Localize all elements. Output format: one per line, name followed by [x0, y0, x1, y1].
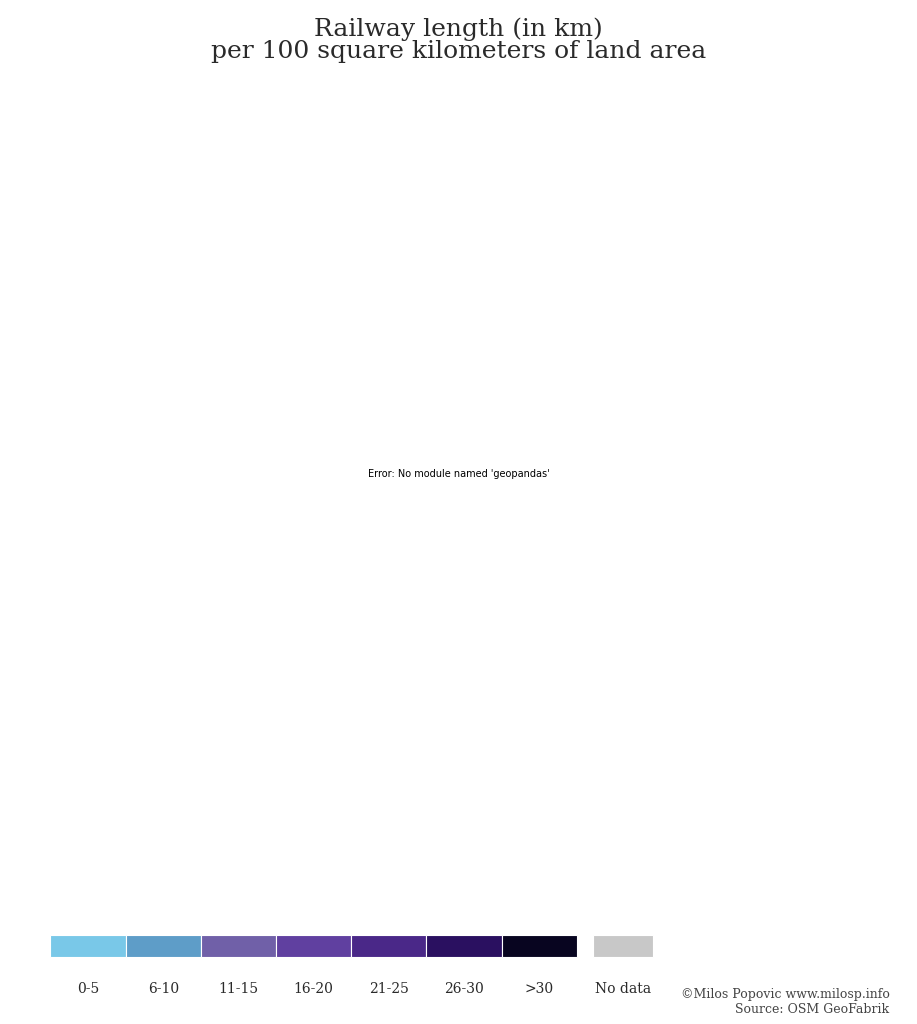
- Text: 0-5: 0-5: [77, 982, 99, 996]
- Text: 26-30: 26-30: [444, 982, 484, 996]
- Text: Railway length (in km): Railway length (in km): [315, 17, 602, 41]
- Text: 16-20: 16-20: [293, 982, 334, 996]
- Text: Error: No module named 'geopandas': Error: No module named 'geopandas': [368, 469, 549, 478]
- Text: 6-10: 6-10: [148, 982, 179, 996]
- Text: >30: >30: [525, 982, 554, 996]
- Text: 21-25: 21-25: [369, 982, 409, 996]
- Text: per 100 square kilometers of land area: per 100 square kilometers of land area: [211, 40, 706, 62]
- Text: 11-15: 11-15: [218, 982, 259, 996]
- Text: ©Milos Popovic www.milosp.info
Source: OSM GeoFabrik: ©Milos Popovic www.milosp.info Source: O…: [680, 988, 889, 1016]
- Text: No data: No data: [595, 982, 651, 996]
